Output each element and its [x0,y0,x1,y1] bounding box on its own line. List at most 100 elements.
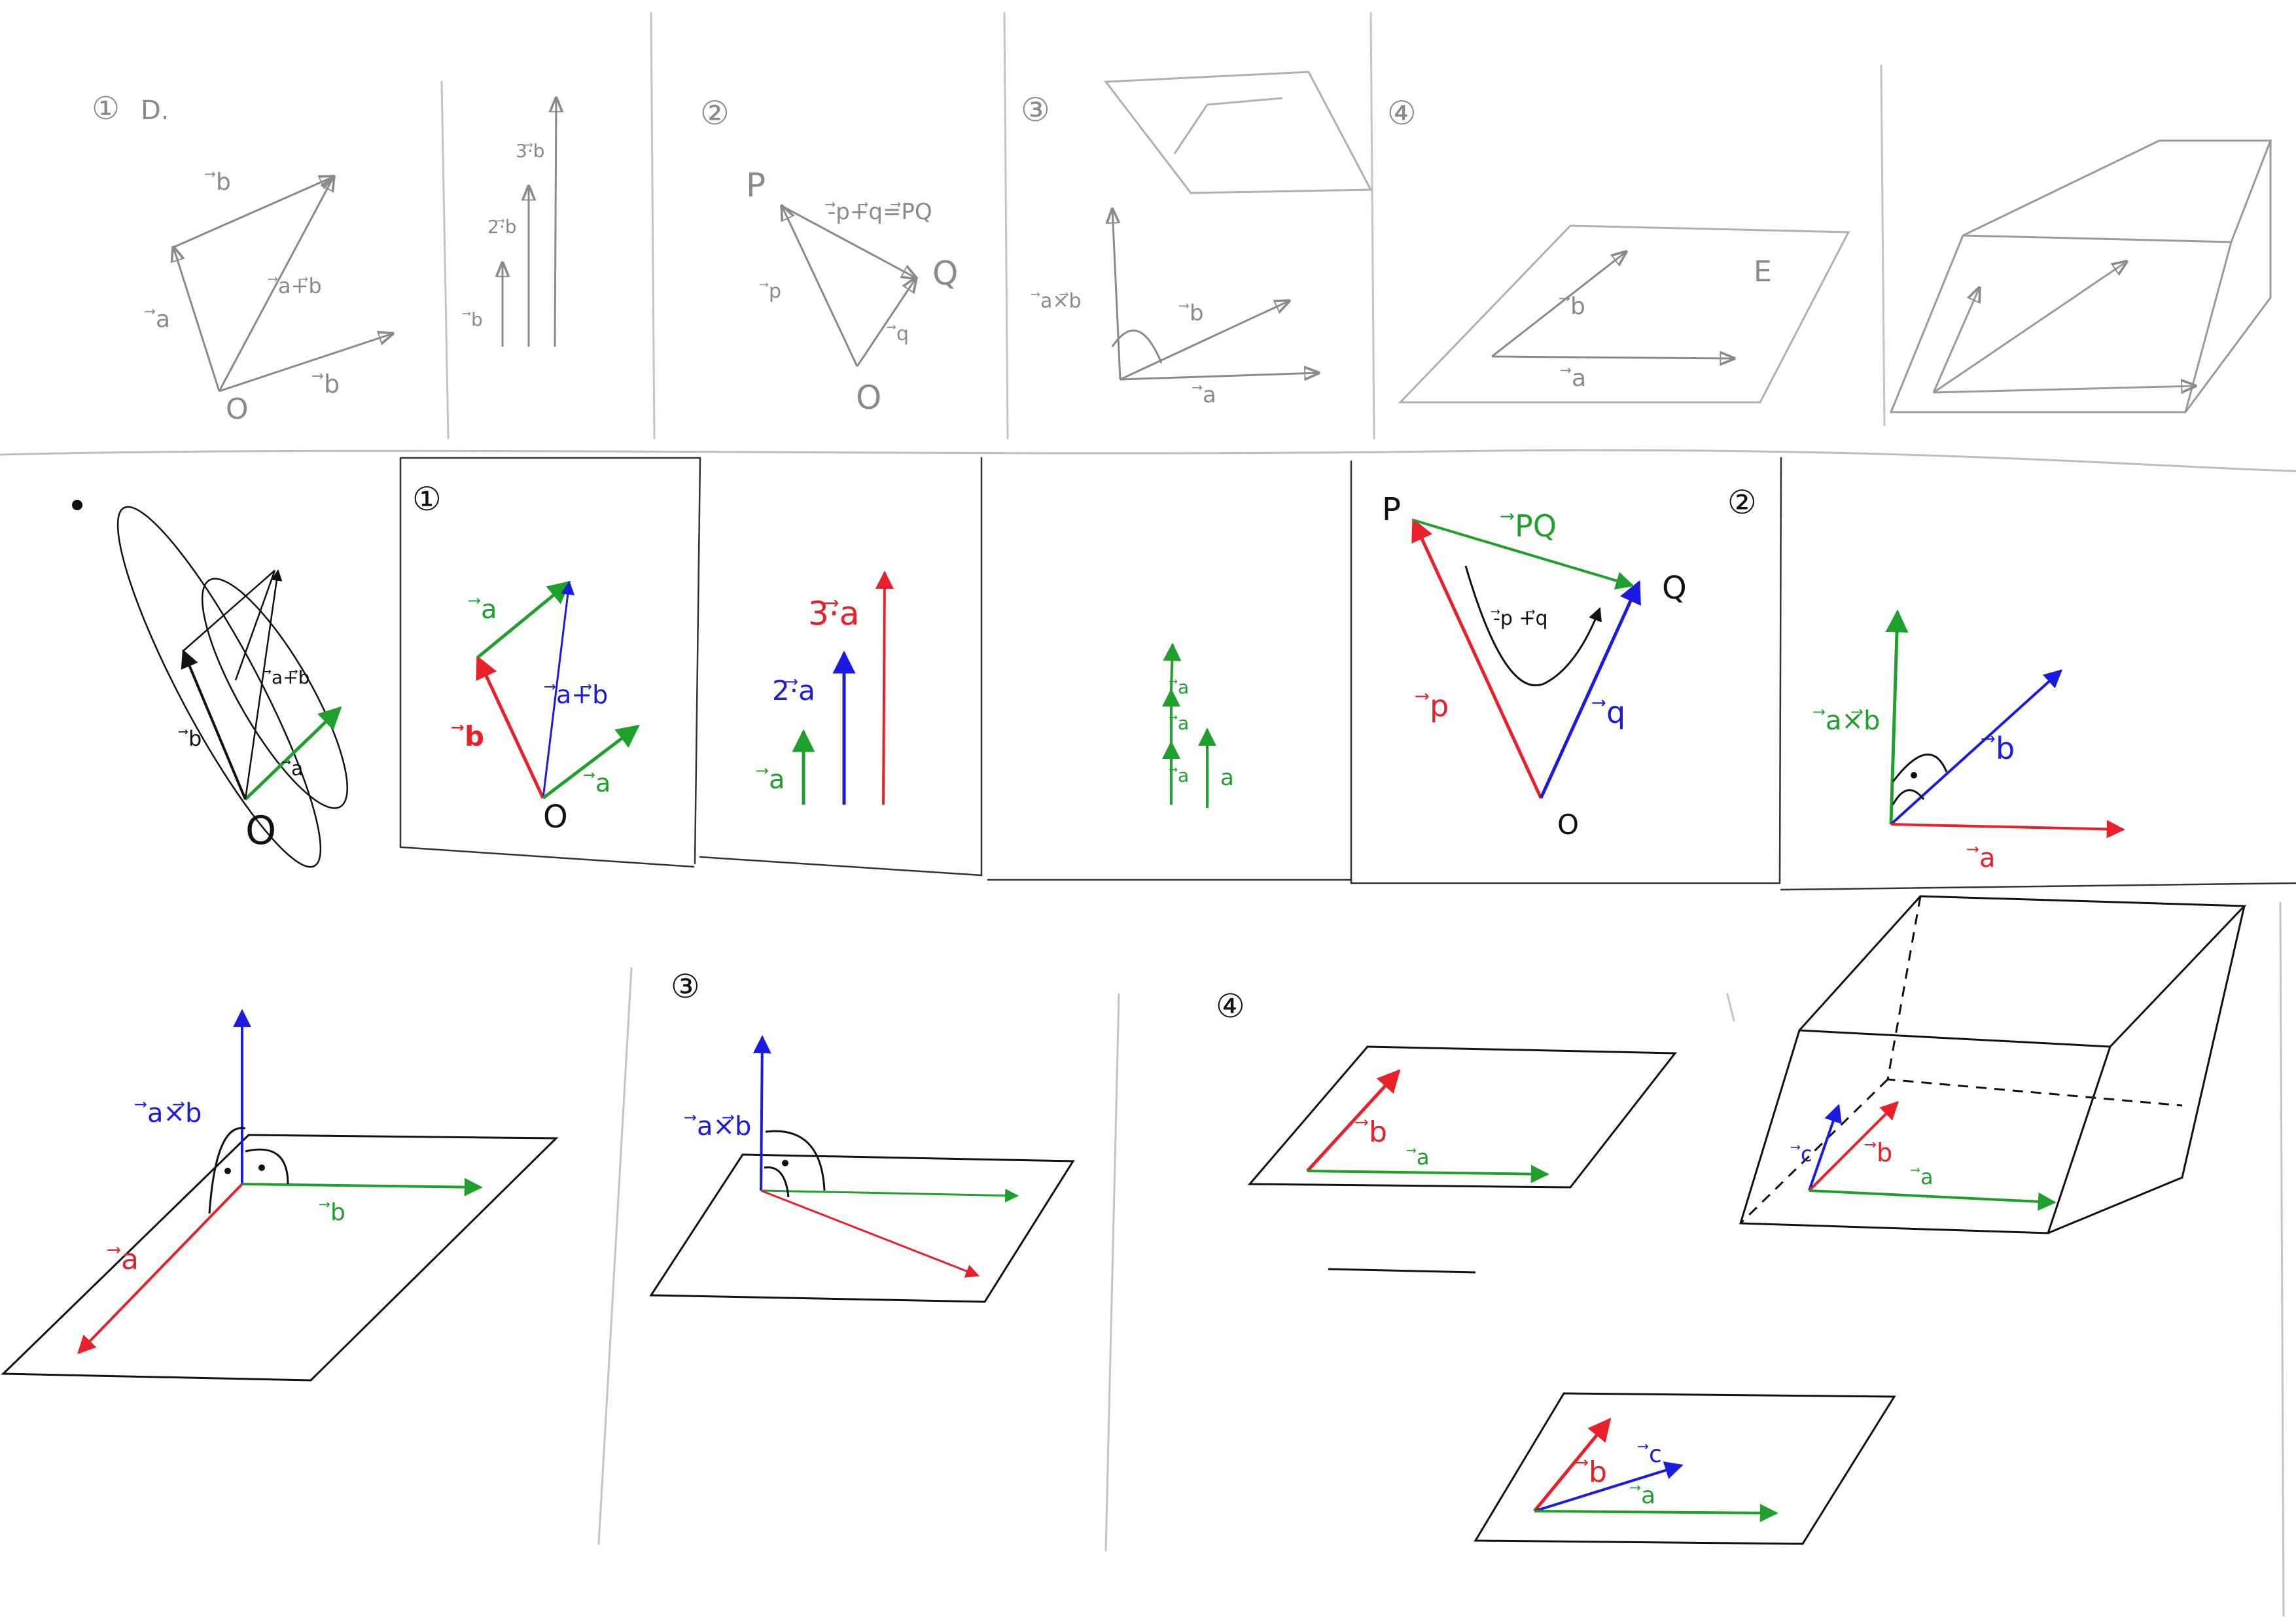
right-angle-arc-2 [1892,789,1925,805]
label-a2: ⃗a [584,769,610,797]
vector-up-blue [752,1035,771,1191]
ink-panel-sum: ① ⃗a ⃗b ⃗a+⃗b ⃗a O [412,480,640,835]
plane-outline [1,1134,559,1382]
vector-p-red [1411,517,1543,799]
label-origin: O [226,393,249,426]
label-b: ⃗b [1355,1115,1387,1149]
ink-panel-scalar-multiples: 3·⃗a 2·⃗a ⃗a [756,570,894,805]
vector-c-blue [1534,1461,1684,1512]
vector-b-green [241,1178,483,1196]
pencil-divider-1 [440,80,450,440]
panel-number: ② [700,94,730,132]
right-angle-arc-2 [245,1148,289,1185]
vector-a-3 [1163,642,1182,691]
ink-panel-pq: ② P Q O ⃗PQ ⃗p ⃗q -⃗p +⃗q [1382,483,1757,841]
pencil-vector-b [1491,252,1626,358]
label-a: ⃗a [145,306,170,333]
label-b: ⃗b [178,726,202,751]
pencil-vector-a [1933,386,2195,393]
ink-panel-box-stack [987,879,1352,884]
pencil-divider-row3-2 [1104,993,1120,1552]
ink-vector-a-copy [183,570,275,652]
vector-axb-green [1885,609,1909,825]
label-a: ⃗a [1967,843,1996,873]
scribble-ellipse-1 [116,506,322,868]
label-vec-p: ⃗p [1415,688,1449,724]
pencil-vector-b [1933,262,2127,394]
label-a: ⃗a [468,595,497,625]
label-2a: 2·⃗a [772,674,815,707]
vector-b-red [476,655,545,799]
vector-b-red [1808,1101,1899,1192]
label-a: ⃗a [756,765,785,795]
label-a: ⃗a [1630,1482,1655,1509]
pencil-vector-a [1120,373,1318,379]
vector-green [760,1189,1019,1203]
ink-3d-cross-product-2: ③ ⃗a×⃗b [649,968,1075,1303]
pencil-divider-row3-3 [1726,993,1735,1022]
vector-a-plus-b-blue [542,580,575,799]
right-angle-arc [765,1130,826,1191]
label-a: ⃗a [1561,365,1586,392]
vector-b-red [1533,1418,1612,1512]
vector-a-green [1307,1164,1549,1183]
pencil-panel-plane: ④ E ⃗b ⃗a [1387,94,1850,404]
vector-a-red [77,1183,243,1355]
label-q: Q [932,254,958,292]
ink-3d-coplanar-vectors: ⃗b ⃗c ⃗a [1474,1392,1896,1545]
ink-panel-box-pq [1350,457,1782,884]
label-axb: ⃗a×⃗b [1031,290,1082,313]
ink-sketch-sum-scribble: ⃗a+⃗b ⃗b ⃗a O [116,506,349,868]
label-vec-q: ⃗q [887,323,909,345]
pencil-vector-a-plus-b [218,177,334,392]
label-b2: ⃗b [312,370,340,398]
ink-vector-a-plus-b [244,569,283,800]
label-axb: ⃗a×⃗b [684,1111,751,1142]
plane-outline [649,1153,1075,1303]
label-b: ⃗b [1575,1456,1607,1489]
pencil-vector-b2 [219,334,393,393]
panel-number: ④ [1216,987,1245,1025]
vector-a-green [1534,1503,1778,1522]
ink-panel-cross-product: ⃗a×⃗b ⃗b ⃗a [1813,609,2125,873]
plane-outline [1247,1045,1678,1189]
pencil-panel-sum: ① D. O ⃗a ⃗b ⃗a+⃗b ⃗b [92,90,393,426]
ink-3d-plane-vectors: ④ ⃗b ⃗a [1216,987,1678,1274]
vector-a-green-top [476,580,571,659]
label-vec-q: ⃗q [1592,695,1625,730]
vector-3a-red [875,570,894,805]
panel-dividers [0,12,2296,1617]
ink-panel-box-sum [399,457,701,868]
label-a: ⃗a [107,1243,139,1276]
pencil-vector-p [782,206,858,367]
label-3b: 3·⃗b [516,140,545,162]
pencil-divider-row3-1 [597,967,633,1545]
label-b: ⃗b [205,169,231,196]
plane-outline [1474,1392,1896,1545]
label-o: O [245,808,276,854]
pencil-vector-c [1932,288,1979,393]
vector-pq-green [1413,519,1634,590]
label-b: ⃗b [1559,293,1585,320]
panel-number: ③ [671,968,700,1005]
pencil-vector-3b [555,98,556,347]
label-b: ⃗b [451,720,484,752]
ink-vector-a [244,706,342,801]
vector-q-blue [1539,580,1641,799]
pencil-prism-top [1962,139,2272,243]
vector-a-red [1890,820,2125,839]
pencil-vector-b [1120,301,1289,381]
prism-hidden-edges [1739,896,2183,1225]
pencil-panel-pq: ② P Q O -⃗p+⃗q=⃗PQ ⃗p ⃗q [700,94,958,417]
panel-number: ③ [1021,91,1050,129]
right-angle-arc-1 [1892,753,1948,782]
panel-number: ④ [1387,94,1417,132]
label-b: ⃗b [462,309,483,330]
label-b: ⃗b [319,1199,345,1226]
ink-vector-b-copy [234,570,276,681]
vector-c-blue [1808,1104,1842,1191]
label-pq: ⃗PQ [1500,508,1557,544]
label-a-plus-b: ⃗a+⃗b [262,667,309,688]
panel-number: ① [92,90,120,127]
